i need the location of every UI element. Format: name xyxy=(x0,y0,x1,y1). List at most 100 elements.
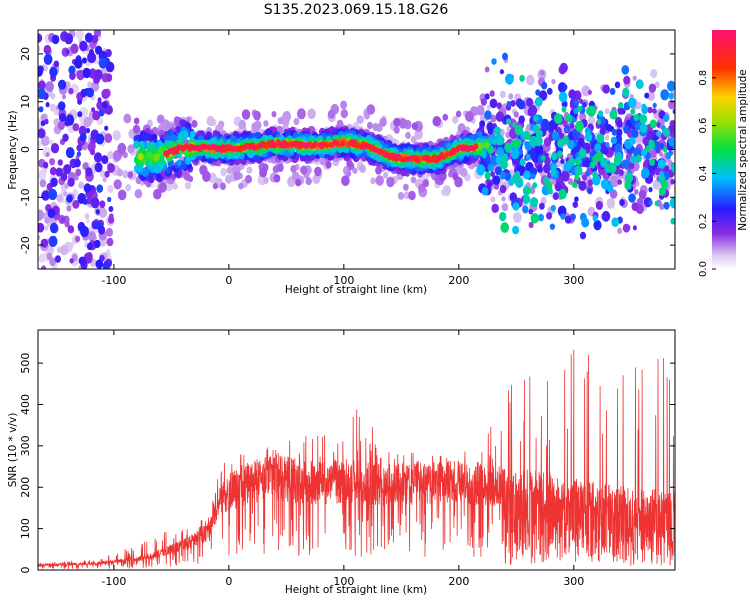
heatmap-cell xyxy=(628,161,635,170)
heatmap-cell xyxy=(508,93,514,100)
heatmap-cell xyxy=(500,222,510,233)
heatmap-cell xyxy=(595,151,604,162)
heatmap-cell xyxy=(604,134,610,141)
heatmap-cell xyxy=(86,87,95,98)
heatmap-cell xyxy=(567,140,575,150)
heatmap-cell xyxy=(484,66,490,73)
heatmap-cell xyxy=(156,114,165,124)
heatmap-cell xyxy=(192,144,197,151)
heatmap-cell xyxy=(514,124,524,136)
heatmap-cell xyxy=(84,32,93,43)
heatmap-cell xyxy=(253,110,261,121)
heatmap-cell xyxy=(494,126,501,136)
heatmap-cell xyxy=(619,199,625,206)
heatmap-cell xyxy=(58,113,67,122)
heatmap-cell xyxy=(104,125,109,131)
heatmap-cell xyxy=(67,177,75,187)
heatmap-cell xyxy=(76,144,83,152)
heatmap-cell xyxy=(499,211,507,222)
heatmap-cell xyxy=(550,169,557,177)
heatmap-cell xyxy=(631,202,639,212)
heatmap-cell xyxy=(639,114,648,124)
heatmap-cell xyxy=(51,34,60,45)
heatmap-cell xyxy=(58,79,67,90)
heatmap-cell xyxy=(632,75,637,81)
colorbar: 0.0 0.2 0.4 0.6 0.8 Normalized spectral ampl… xyxy=(698,30,749,277)
heatmap-cell xyxy=(422,179,430,188)
heatmap-cell xyxy=(96,152,102,159)
heatmap-cell xyxy=(158,141,164,148)
heatmap-cell xyxy=(476,142,483,150)
heatmap-cell xyxy=(259,167,267,178)
heatmap-cell xyxy=(95,209,100,215)
heatmap-cell xyxy=(60,172,68,182)
heatmap-cell xyxy=(659,143,665,150)
heatmap-cell xyxy=(572,201,579,209)
heatmap-cell xyxy=(62,94,66,100)
heatmap-cell xyxy=(127,171,134,179)
heatmap-cell xyxy=(652,102,657,108)
heatmap-cell xyxy=(42,161,49,169)
heatmap-cell xyxy=(346,170,352,177)
heatmap-cell xyxy=(68,87,74,95)
heatmap-cell xyxy=(554,182,562,192)
heatmap-cell xyxy=(242,144,248,151)
heatmap-cell xyxy=(535,96,543,107)
heatmap-cell xyxy=(617,227,623,234)
heatmap-cell xyxy=(592,171,598,179)
heatmap-cell xyxy=(405,155,411,162)
heatmap-cell xyxy=(630,108,636,115)
heatmap-cell xyxy=(277,117,284,125)
heatmap-cell xyxy=(220,144,226,150)
heatmap-cell xyxy=(548,119,558,131)
snr-series xyxy=(38,349,675,570)
heatmap-cell xyxy=(340,140,346,147)
heatmap-cell xyxy=(663,114,670,123)
heatmap-cell xyxy=(49,257,56,267)
heatmap-cell xyxy=(522,205,529,214)
heatmap-cell xyxy=(78,181,85,189)
heatmap-cell xyxy=(632,225,637,231)
heatmap-cell xyxy=(122,151,128,159)
heatmap-cell xyxy=(105,227,113,237)
heatmap-cell xyxy=(89,48,94,56)
heatmap-cell xyxy=(586,105,596,117)
heatmap-cell xyxy=(553,113,563,124)
heatmap-cell xyxy=(452,172,459,181)
heatmap-cell xyxy=(656,122,661,128)
heatmap-cell xyxy=(565,114,573,123)
heatmap-cell xyxy=(510,100,516,107)
heatmap-cell xyxy=(166,148,172,155)
colorbar-ticks: 0.0 0.2 0.4 0.6 0.8 xyxy=(698,70,716,277)
heatmap-cell xyxy=(672,108,675,115)
heatmap-cell xyxy=(512,212,522,223)
heatmap-cell xyxy=(506,118,511,125)
heatmap-cell xyxy=(93,239,101,249)
heatmap-cell xyxy=(76,151,82,157)
heatmap-cell xyxy=(658,187,667,196)
heatmap-cell xyxy=(102,101,108,109)
heatmap-cell xyxy=(40,114,46,120)
heatmap-cell xyxy=(610,136,618,145)
heatmap-cell xyxy=(621,65,630,75)
colorbar-tick-label: 0.6 xyxy=(698,118,709,134)
snr-x-tick-label: -100 xyxy=(101,575,126,588)
heatmap-cell xyxy=(569,123,575,129)
heatmap-cell xyxy=(499,171,506,180)
heatmap-cell xyxy=(485,157,492,166)
snr-y-tick-label: 100 xyxy=(19,518,32,539)
heatmap-cell xyxy=(452,115,459,124)
heatmap-cell xyxy=(560,95,565,101)
heatmap-cell xyxy=(113,179,122,190)
heatmap-cell xyxy=(307,108,316,120)
heatmap-cell xyxy=(172,182,178,190)
heatmap-cell xyxy=(44,225,49,231)
heatmap-cell xyxy=(564,126,570,133)
heatmap-cell xyxy=(85,167,93,177)
heatmap-cell xyxy=(519,74,525,82)
heatmap-cell xyxy=(65,49,70,55)
heatmap-cell xyxy=(491,58,497,65)
heatmap-cell xyxy=(60,244,69,256)
heatmap-cell xyxy=(614,154,622,165)
heatmap-cell xyxy=(41,190,50,201)
